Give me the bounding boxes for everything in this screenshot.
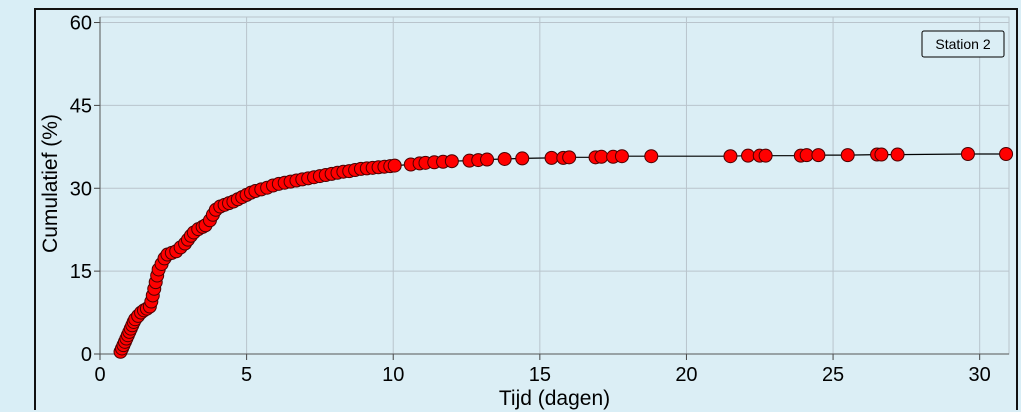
y-tick-label: 0	[81, 344, 92, 366]
y-tick-label: 45	[70, 95, 92, 117]
x-tick-label: 0	[94, 364, 105, 386]
data-point	[999, 147, 1014, 162]
data-point	[644, 149, 659, 164]
axes	[94, 16, 1010, 360]
data-point	[544, 150, 559, 165]
data-point	[444, 154, 459, 169]
tick-labels: 0 5 10 15 20 25 30 0 15 30 45 60	[70, 13, 991, 386]
data-point	[874, 147, 889, 162]
x-tick-label: 20	[675, 364, 697, 386]
data-point	[890, 147, 905, 162]
data-point	[515, 151, 530, 166]
y-tick-label: 60	[70, 13, 92, 35]
data-point	[758, 148, 773, 163]
x-tick-label: 10	[382, 364, 404, 386]
data-point	[741, 148, 756, 163]
y-tick-label: 30	[70, 178, 92, 200]
data-point	[614, 149, 629, 164]
chart-frame	[34, 8, 1018, 410]
legend: Station 2	[921, 30, 1005, 58]
data-point	[960, 147, 975, 162]
series-line	[119, 153, 1007, 353]
x-tick-label: 15	[529, 364, 551, 386]
y-axis-label: Cumulatief (%)	[39, 114, 62, 253]
data-point	[497, 151, 512, 166]
x-tick-label: 25	[822, 364, 844, 386]
data-points	[113, 147, 1014, 359]
data-point	[562, 150, 577, 165]
legend-label: Station 2	[935, 36, 990, 52]
data-point	[811, 148, 826, 163]
plot-area	[99, 16, 1010, 355]
data-point	[723, 149, 738, 164]
grid-lines	[100, 17, 1009, 354]
data-point	[594, 149, 609, 164]
legend-box	[921, 30, 1005, 58]
x-axis-label: Tijd (dagen)	[499, 387, 610, 410]
y-tick-label: 15	[70, 261, 92, 283]
data-point	[840, 148, 855, 163]
data-point	[387, 158, 402, 173]
data-point	[799, 148, 814, 163]
data-point	[480, 152, 495, 167]
x-tick-label: 5	[241, 364, 252, 386]
x-tick-label: 30	[969, 364, 991, 386]
